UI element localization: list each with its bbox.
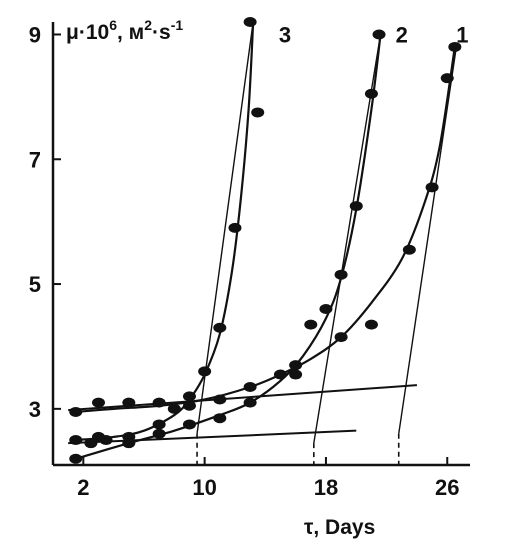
curve-1-point [402,244,416,255]
y-tick-label: 5 [29,272,41,297]
curve-1-point [213,394,227,405]
curve-1-point [289,360,303,371]
x-tick-label: 2 [77,475,89,500]
curve-3-point [182,391,196,402]
curve-3-point [167,403,181,414]
y-tick-label: 9 [29,22,41,47]
y-axis-label-unit: , м [117,21,144,44]
y-axis-label-s-exp: -1 [171,17,184,33]
curve-2-point [334,269,348,280]
y-axis-label-s: ·s [152,21,171,44]
curve-2-point [349,201,363,212]
curve-2-point [182,419,196,430]
curve-1-point [364,319,378,330]
curve-1-line [75,46,456,414]
curve-1-point [334,332,348,343]
curve-3-line [75,21,255,442]
curve-3-label: 3 [279,22,291,47]
curve-1-tangent [398,46,458,434]
curve-1-point [152,397,166,408]
curve-2-point [319,304,333,315]
y-axis-label-exp: 6 [109,17,117,33]
x-tick-label: 26 [435,475,459,500]
curve-3-point [198,366,212,377]
curve-2-point [364,88,378,99]
y-axis-label-unit-exp: 2 [144,17,152,33]
curve-2-point [213,413,227,424]
curve-3-point [69,435,83,446]
curve-2-baseline [68,429,357,445]
curve-3-point [243,17,257,27]
curve-1-point [91,397,105,408]
curve-2-point [69,453,83,464]
curve-1-point [273,369,287,380]
curve-2-line [75,34,382,460]
curve-2-point [304,319,318,330]
x-tick-label: 10 [192,475,216,500]
y-tick-label: 3 [29,397,41,422]
y-tick-label: 7 [29,147,41,172]
curve-3-point [152,419,166,430]
curve-1-point [122,397,136,408]
curve-3-tangent [196,21,254,434]
curve-1-point [182,400,196,411]
curve-1-point [425,182,439,193]
y-axis-label: μ·106, м2·s-1 [66,17,183,44]
curve-1-point [440,73,454,84]
curve-2-point [372,29,386,40]
curve-3-point [251,107,265,118]
curve-2-point [243,397,257,408]
curve-3-point [228,222,242,233]
curve-1-label: 1 [456,22,468,47]
curve-1-point [448,41,462,52]
curve-2-point [84,438,98,449]
curve-2-tangent [313,34,382,444]
curve-1-point [69,406,83,417]
curve-3-point [91,431,105,442]
curve-2-point [289,369,303,380]
x-axis-label: τ, Days [304,516,375,539]
curve-3-point [122,431,136,442]
curve-2-point [152,428,166,439]
x-tick-label: 18 [314,475,338,500]
curve-3-point [213,322,227,333]
curve-2-label: 2 [396,22,408,47]
y-axis-label-base: μ·10 [66,21,109,44]
curve-1-point [243,382,257,393]
